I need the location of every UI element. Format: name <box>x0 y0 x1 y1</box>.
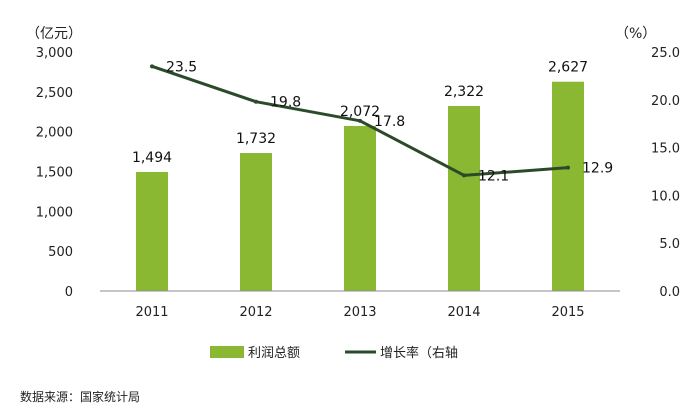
line-series: 23.5 19.8 17.8 12.1 12.9 <box>150 59 613 184</box>
right-axis-ticks: 0.0 5.0 10.0 15.0 20.0 25.0 <box>651 46 680 300</box>
line-data-label: 12.9 <box>582 161 613 177</box>
right-axis-tick-label: 20.0 <box>651 94 680 109</box>
bar-series: 1,494 1,732 2,072 2,322 2,627 <box>132 60 588 291</box>
bar-data-label: 1,494 <box>132 150 172 166</box>
x-axis-tick-label: 2011 <box>135 305 168 320</box>
line-data-label: 19.8 <box>270 95 301 111</box>
left-axis-tick-label: 2,500 <box>36 86 73 101</box>
bar <box>552 81 584 291</box>
x-axis-tick-label: 2015 <box>551 305 584 320</box>
legend-label-bar: 利润总额 <box>248 346 300 361</box>
line-data-label: 23.5 <box>166 59 197 75</box>
line-point <box>358 118 362 123</box>
right-axis-tick-label: 5.0 <box>659 237 680 252</box>
right-axis-tick-label: 0.0 <box>659 285 680 300</box>
bar <box>344 125 376 291</box>
bar-data-label: 2,627 <box>548 60 588 76</box>
bar-data-label: 1,732 <box>236 131 276 147</box>
right-axis-tick-label: 25.0 <box>651 46 680 61</box>
left-axis-tick-label: 1,000 <box>36 205 73 220</box>
right-axis-unit: （%） <box>615 26 656 42</box>
line-point <box>150 64 154 69</box>
x-axis-tick-label: 2012 <box>239 305 272 320</box>
left-axis-unit: （亿元） <box>26 26 82 42</box>
x-axis-tick-label: 2013 <box>343 305 376 320</box>
legend-label-line: 增长率（右轴 <box>380 345 458 361</box>
bar <box>240 153 272 291</box>
line-point <box>566 165 570 170</box>
bar <box>448 106 480 291</box>
line-point <box>462 173 466 178</box>
bar <box>136 171 168 291</box>
legend-swatch-bar <box>210 346 244 358</box>
bar-data-label: 2,072 <box>340 104 380 120</box>
bar-data-label: 2,322 <box>444 84 484 100</box>
data-source-note: 数据来源：国家统计局 <box>20 389 140 404</box>
line-data-label: 17.8 <box>374 114 405 130</box>
left-axis-tick-label: 1,500 <box>36 166 73 181</box>
left-axis-tick-label: 500 <box>48 245 73 260</box>
category-axis-ticks: 2011 2012 2013 2014 2015 <box>100 290 620 320</box>
right-axis-tick-label: 15.0 <box>651 142 680 157</box>
left-axis-ticks: 0 500 1,000 1,500 2,000 2,500 3,000 <box>36 46 73 300</box>
right-axis-tick-label: 10.0 <box>651 189 680 204</box>
x-axis-tick-label: 2014 <box>447 305 480 320</box>
legend: 利润总额 增长率（右轴 <box>210 345 458 361</box>
left-axis-tick-label: 2,000 <box>36 126 73 141</box>
left-axis-tick-label: 3,000 <box>36 46 73 61</box>
line-point <box>254 99 258 104</box>
left-axis-tick-label: 0 <box>65 285 73 300</box>
line-data-label: 12.1 <box>478 168 509 184</box>
